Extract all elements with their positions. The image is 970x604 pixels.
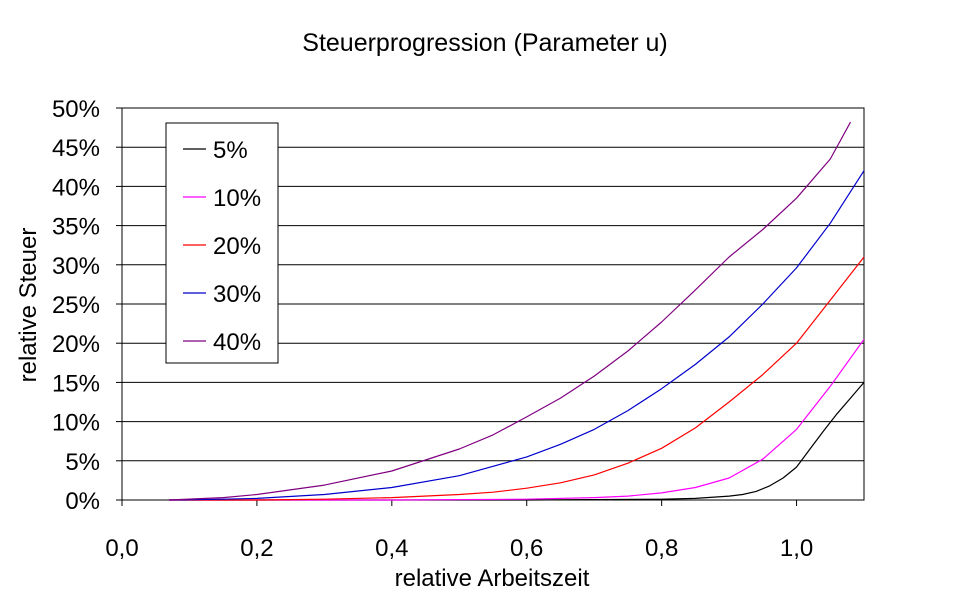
y-tick-label: 35%	[52, 214, 100, 241]
series-line-20pct	[169, 256, 865, 501]
x-tick-label: 1,0	[780, 535, 813, 562]
y-tick-label: 10%	[52, 410, 100, 437]
x-tick-label: 0,6	[510, 535, 543, 562]
x-tick-label: 0,2	[240, 535, 273, 562]
y-tick-label: 15%	[52, 370, 100, 397]
legend-label: 10%	[213, 185, 261, 212]
chart-title: Steuerprogression (Parameter u)	[302, 29, 667, 57]
legend-label: 5%	[213, 137, 248, 164]
y-tick-label: 45%	[52, 135, 100, 162]
y-tick-label: 20%	[52, 331, 100, 358]
x-tick-label: 0,4	[375, 535, 408, 562]
legend-box	[165, 122, 279, 364]
series-line-40pct	[169, 121, 852, 501]
y-tick-label: 40%	[52, 174, 100, 201]
series-lines	[169, 121, 865, 501]
axes	[116, 107, 798, 506]
legend-label: 40%	[213, 329, 261, 356]
y-tick-label: 5%	[65, 449, 100, 476]
tick-labels: 0% 5% 10% 15% 20% 25% 30% 35% 40% 45% 50% 0,0 0,2 0,4…	[52, 96, 813, 562]
x-axis-label: relative Arbeitszeit	[395, 565, 590, 592]
y-axis-label: relative Steuer	[15, 228, 42, 383]
legend: 5% 10% 20% 30% 40%	[165, 122, 279, 364]
y-tick-label: 0%	[65, 488, 100, 515]
y-tick-label: 25%	[52, 292, 100, 319]
series-line-30pct	[169, 170, 865, 501]
series-line-10pct	[169, 338, 865, 501]
legend-label: 30%	[213, 281, 261, 308]
y-tick-label: 30%	[52, 253, 100, 280]
x-tick-label: 0,0	[105, 535, 138, 562]
y-tick-label: 50%	[52, 96, 100, 123]
x-tick-label: 0,8	[645, 535, 678, 562]
series-line-5pct	[169, 382, 865, 501]
legend-label: 20%	[213, 233, 261, 260]
